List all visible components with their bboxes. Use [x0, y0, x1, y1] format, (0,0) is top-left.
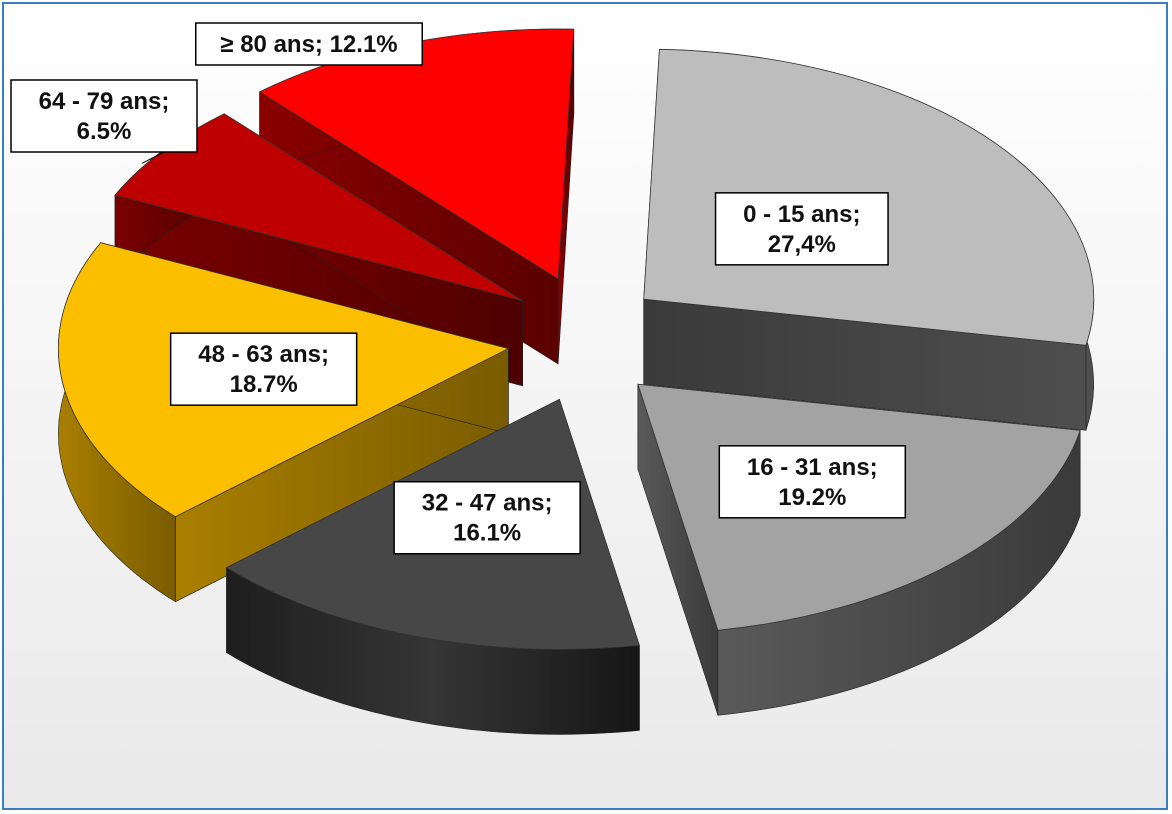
data-label-text: 19.2%: [778, 484, 846, 511]
data-label-text: 18.7%: [230, 371, 298, 398]
data-label-text: 16.1%: [453, 520, 521, 547]
data-label: 48 - 63 ans; 18.7%: [169, 332, 358, 406]
data-label-text: 27,4%: [768, 231, 836, 258]
pie-slice: [637, 383, 1081, 716]
data-label: 64 - 79 ans; 6.5%: [10, 79, 198, 164]
data-label-text: ≥ 80 ans; 12.1%: [220, 31, 397, 58]
pie-chart: 0 - 15 ans; 27,4% 16 - 31 ans; 19.2% 32 - 47…: [10, 22, 1095, 735]
data-label-text: 64 - 79 ans;: [39, 88, 170, 115]
data-label: 32 - 47 ans; 16.1%: [393, 480, 581, 555]
data-label-text: 6.5%: [77, 118, 132, 145]
pie-slice: [114, 113, 523, 387]
data-label: 16 - 31 ans; 19.2%: [718, 445, 907, 519]
data-label-text: 32 - 47 ans;: [422, 490, 553, 517]
data-label-text: 0 - 15 ans;: [743, 201, 860, 228]
data-label: ≥ 80 ans; 12.1%: [195, 22, 423, 66]
data-label-text: 16 - 31 ans;: [747, 454, 878, 481]
data-label-text: 48 - 63 ans;: [198, 341, 329, 368]
data-label: 0 - 15 ans; 27,4%: [714, 192, 889, 266]
